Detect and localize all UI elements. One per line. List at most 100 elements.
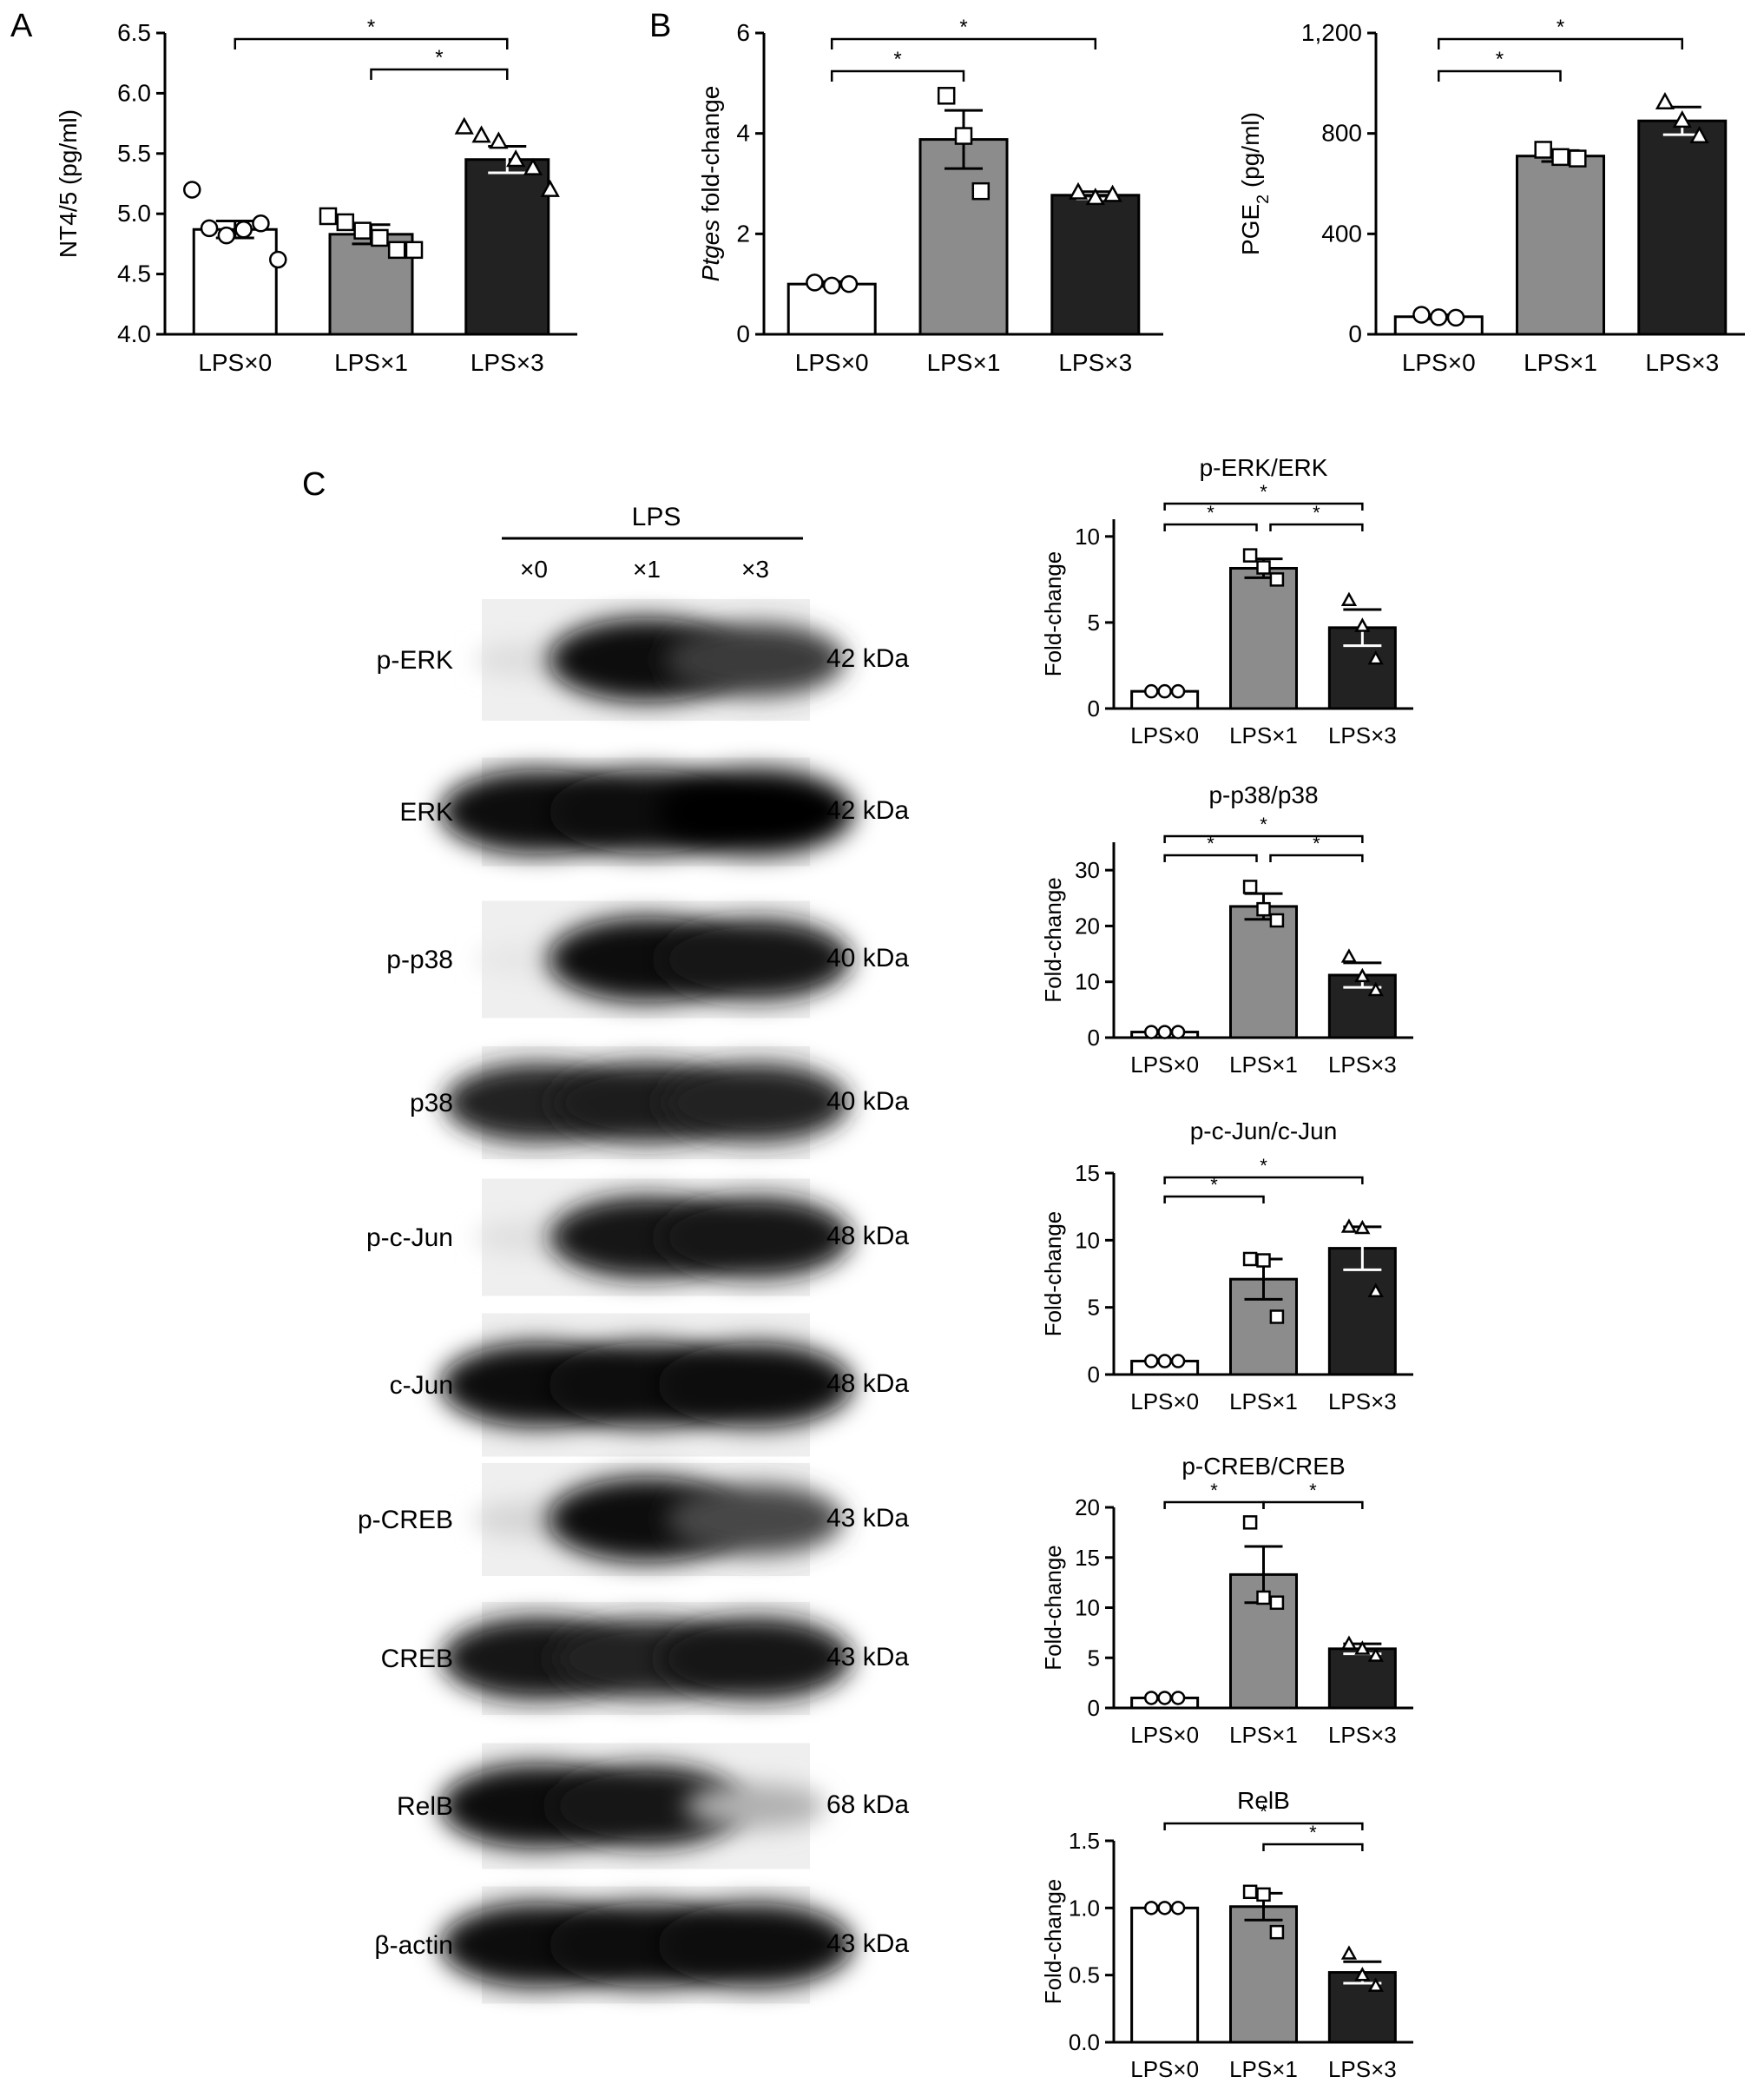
x-tick-label: LPS×0 xyxy=(1130,2056,1199,2082)
data-point xyxy=(1157,683,1172,699)
y-tick-label: 0.0 xyxy=(1069,2029,1100,2055)
x-tick-label: LPS×1 xyxy=(1229,1722,1298,1748)
data-point xyxy=(1242,1251,1258,1267)
significance-star: * xyxy=(1260,1155,1267,1177)
significance-star: * xyxy=(893,48,901,71)
lane-label-x0: ×0 xyxy=(520,556,548,583)
x-tick-label: LPS×3 xyxy=(471,349,544,376)
data-point xyxy=(1242,548,1258,563)
significance-star: * xyxy=(1313,833,1320,854)
x-tick-label: LPS×0 xyxy=(795,349,869,376)
y-tick-label: 1.0 xyxy=(1069,1895,1100,1921)
y-tick-label: 0 xyxy=(1088,696,1100,722)
data-point xyxy=(200,219,219,238)
data-point xyxy=(1242,880,1258,894)
x-tick-label: LPS×3 xyxy=(1328,2056,1397,2082)
data-point xyxy=(1242,1884,1258,1900)
data-point xyxy=(1446,308,1465,327)
blot-band xyxy=(550,1764,744,1848)
y-axis-title: PGE2 (pg/ml) xyxy=(1237,112,1273,255)
blot-kda-label: 48 kDa xyxy=(826,1369,909,1398)
data-point xyxy=(1367,649,1384,665)
blot-row: β-actin 43 kDa xyxy=(374,1886,909,2004)
data-point xyxy=(506,149,526,168)
data-point xyxy=(217,226,236,245)
y-tick-label: 20 xyxy=(1075,913,1100,939)
blot-row-label: RelB xyxy=(397,1792,453,1821)
y-tick-label: 400 xyxy=(1321,220,1362,247)
blot-kda-label: 42 kDa xyxy=(826,796,909,825)
chart-title: p-ERK/ERK xyxy=(1200,454,1328,481)
blot-kda-label: 43 kDa xyxy=(826,1643,909,1671)
chart-title: p-CREB/CREB xyxy=(1181,1453,1345,1480)
significance-star: * xyxy=(1207,502,1214,524)
y-axis-title-sub: 2 xyxy=(1254,194,1273,204)
significance-bracket xyxy=(1163,854,1258,862)
significance-bracket xyxy=(1163,1195,1265,1203)
blot-row-label: β-actin xyxy=(374,1931,453,1960)
chart-B2: 0 400 800 1,200 PGE2 (pg/ml) LPS×0 LPS×1 LPS×3 *… xyxy=(1237,16,1745,376)
x-tick-label: LPS×1 xyxy=(1229,2056,1298,2082)
data-point xyxy=(1340,1218,1358,1233)
blot-band xyxy=(661,1063,850,1143)
y-tick-label: 4 xyxy=(736,120,750,147)
y-axis-title-tail: (pg/ml) xyxy=(1237,112,1264,194)
chart-title: p-p38/p38 xyxy=(1208,781,1318,808)
significance-bracket xyxy=(1438,69,1562,82)
significance-bracket xyxy=(1262,1500,1364,1509)
blot-band xyxy=(658,1617,852,1700)
significance-star: * xyxy=(1309,1480,1317,1501)
y-tick-label: 0 xyxy=(1088,1361,1100,1388)
chart-C1: 0 5 10 Fold-change p-ERK/ERK LPS×0 LPS×1 LPS×3 *… xyxy=(1040,454,1413,748)
y-tick-label: 0 xyxy=(1088,1025,1100,1051)
data-point xyxy=(1412,306,1431,324)
y-tick-label: 15 xyxy=(1075,1160,1100,1186)
data-point xyxy=(234,220,253,239)
significance-star: * xyxy=(959,16,967,39)
data-point xyxy=(387,241,406,260)
y-tick-label: 0 xyxy=(1348,320,1362,347)
blot-row: ERK 42 kDa xyxy=(399,757,909,867)
data-point xyxy=(336,213,355,232)
panel-letter-b: B xyxy=(649,8,671,44)
blot-row: p-c-Jun 48 kDa xyxy=(366,1178,909,1296)
data-point xyxy=(1170,1901,1186,1915)
x-tick-label: LPS×0 xyxy=(1130,1722,1199,1748)
y-tick-label: 6.5 xyxy=(117,19,151,46)
chart-A: 4.0 4.5 5.0 5.5 6.0 6.5 NT4/5 (pg/ml) LPS×0 LPS×… xyxy=(55,16,577,376)
significance-bracket xyxy=(1163,834,1364,843)
data-point xyxy=(1340,1635,1358,1650)
x-tick-label: LPS×3 xyxy=(1645,349,1719,376)
y-tick-label: 20 xyxy=(1075,1494,1100,1520)
data-point xyxy=(319,207,338,226)
data-point xyxy=(806,274,824,292)
data-point xyxy=(1256,1887,1271,1902)
data-point xyxy=(822,276,841,295)
significance-bracket xyxy=(830,69,965,82)
x-tick-label: LPS×3 xyxy=(1328,1388,1397,1414)
data-point xyxy=(1354,1219,1371,1235)
significance-bracket xyxy=(370,68,509,80)
western-blot: LPS ×0 ×1 ×3 p-ERK 42 kDa ERK 42 kDa p-p38 40… xyxy=(358,503,909,2004)
significance-star: * xyxy=(1557,16,1564,39)
data-point xyxy=(1430,308,1448,326)
blot-row: p-ERK 42 kDa xyxy=(377,599,909,721)
significance-star: * xyxy=(1260,1801,1267,1823)
data-point xyxy=(1551,148,1570,167)
blot-row: CREB 43 kDa xyxy=(381,1602,909,1715)
significance-star: * xyxy=(1210,1480,1218,1501)
blot-kda-label: 48 kDa xyxy=(826,1222,909,1250)
blot-band xyxy=(655,768,855,855)
data-point xyxy=(954,127,973,145)
blot-row-label: ERK xyxy=(399,798,453,827)
blot-row-label: p-c-Jun xyxy=(366,1223,453,1252)
significance-star: * xyxy=(435,46,443,69)
data-point xyxy=(540,179,560,197)
data-point xyxy=(471,125,491,143)
blot-kda-label: 43 kDa xyxy=(826,1504,909,1533)
lps-header: LPS xyxy=(632,503,681,531)
data-point xyxy=(1655,91,1675,109)
blot-row-label: CREB xyxy=(381,1645,453,1673)
y-axis-title: Fold-change xyxy=(1040,551,1066,677)
